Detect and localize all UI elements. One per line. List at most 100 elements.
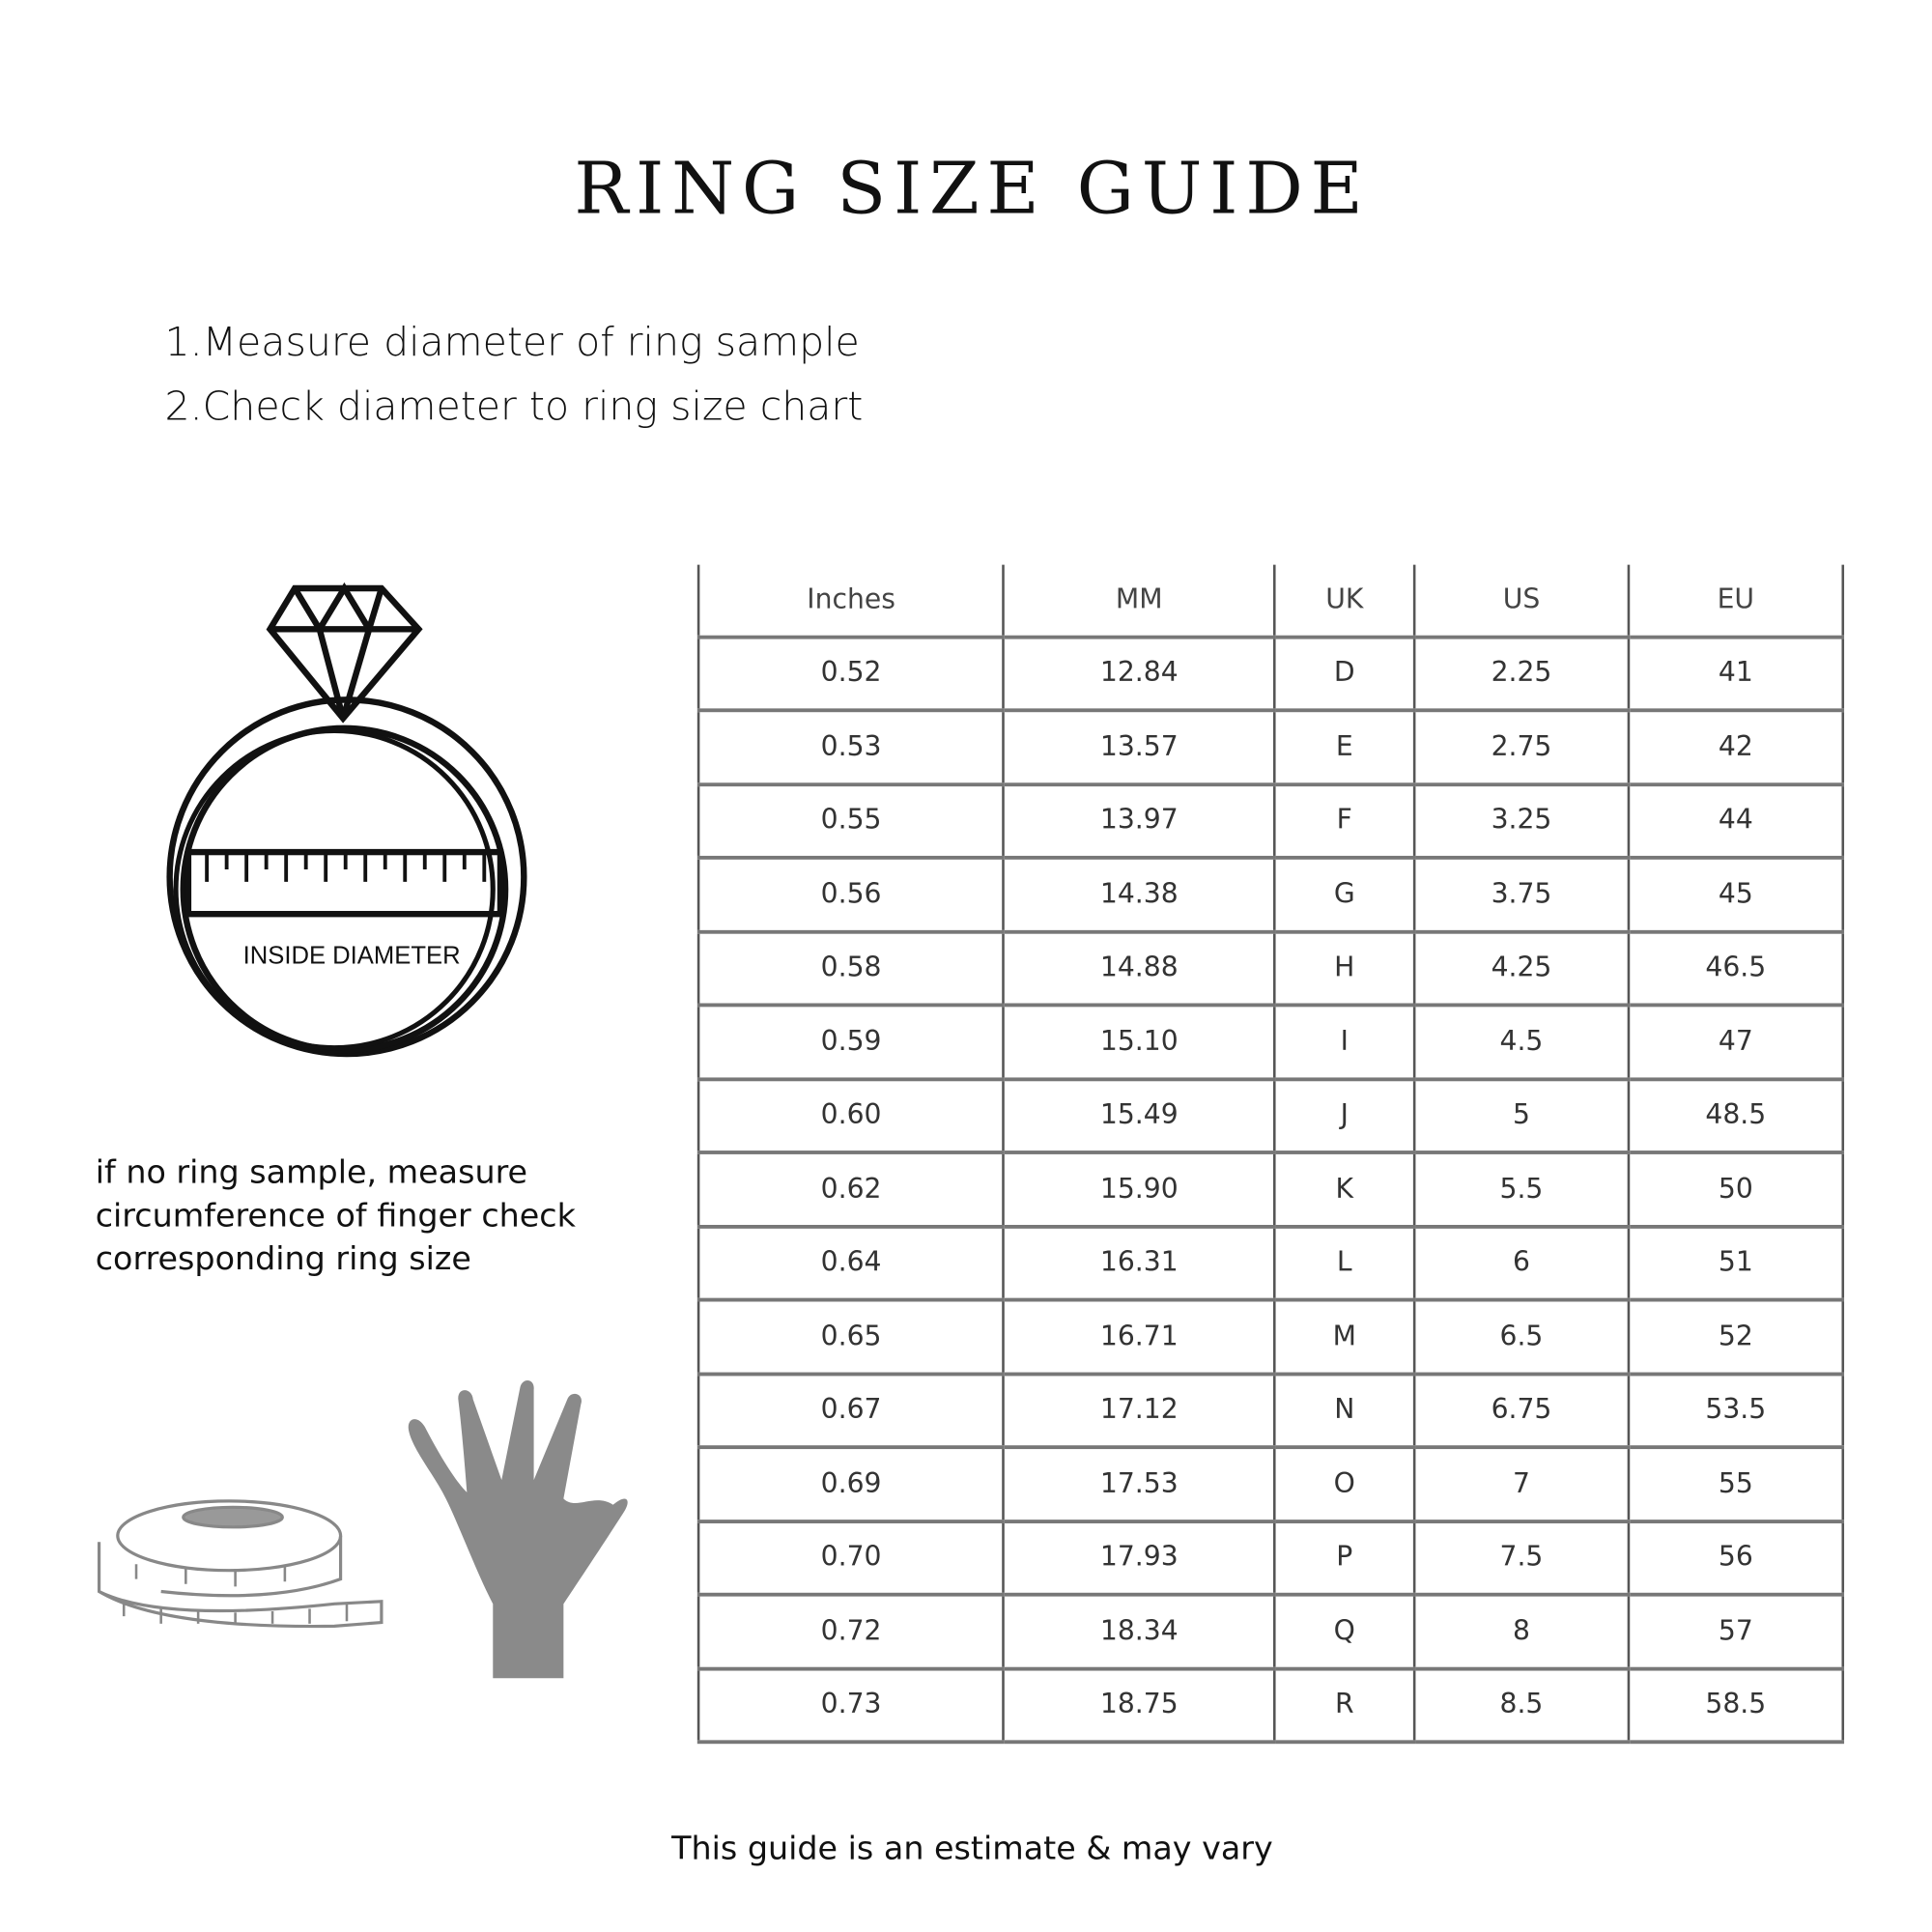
table-cell: 0.59 [696, 1005, 1006, 1081]
table-cell: 3.25 [1412, 783, 1631, 860]
table-cell: K [1273, 1151, 1416, 1229]
header-eu: EU [1627, 564, 1845, 639]
table-row: 0.60 15.49 J 5 48.5 [696, 1078, 1845, 1154]
diamond-ring-icon: INSIDE DIAMETER [166, 582, 527, 1058]
table-cell: 51 [1627, 1226, 1845, 1302]
table-cell: 46.5 [1627, 931, 1845, 1008]
hand-icon [408, 1379, 628, 1679]
table-cell: G [1273, 857, 1416, 934]
table-cell: J [1273, 1078, 1416, 1154]
table-cell: 57 [1627, 1594, 1845, 1670]
table-cell: 44 [1627, 783, 1845, 860]
table-cell: 16.31 [1002, 1226, 1276, 1302]
table-cell: 0.62 [696, 1151, 1006, 1229]
table-cell: 15.49 [1002, 1078, 1276, 1154]
table-row: 0.64 16.31 L 6 51 [696, 1226, 1845, 1302]
table-row: 0.56 14.38 G 3.75 45 [696, 857, 1845, 934]
table-cell: 0.69 [696, 1447, 1006, 1523]
alt-line-2: circumference of finger check [95, 1197, 576, 1236]
table-cell: 15.10 [1002, 1005, 1276, 1081]
table-cell: O [1273, 1447, 1416, 1523]
table-cell: 42 [1627, 710, 1845, 786]
table-cell: 0.70 [696, 1520, 1006, 1597]
table-cell: 5.5 [1412, 1151, 1631, 1229]
table-row: 0.62 15.90 K 5.5 50 [696, 1151, 1845, 1229]
table-cell: 0.52 [696, 636, 1006, 713]
table-cell: 2.25 [1412, 636, 1631, 713]
table-cell: 0.56 [696, 857, 1006, 934]
step-1: 1.Measure diameter of ring sample [164, 318, 860, 366]
measuring-tape-icon [97, 1499, 384, 1629]
table-cell: 52 [1627, 1299, 1845, 1376]
table-cell: 0.58 [696, 931, 1006, 1008]
table-row: 0.52 12.84 D 2.25 41 [696, 636, 1845, 713]
table-cell: 14.88 [1002, 931, 1276, 1008]
table-row: 0.72 18.34 Q 8 57 [696, 1594, 1845, 1670]
table-cell: 47 [1627, 1005, 1845, 1081]
table-cell: 6.5 [1412, 1299, 1631, 1376]
table-cell: 13.97 [1002, 783, 1276, 860]
table-cell: 56 [1627, 1520, 1845, 1597]
header-us: US [1412, 564, 1631, 639]
table-cell: 0.55 [696, 783, 1006, 860]
table-cell: 12.84 [1002, 636, 1276, 713]
table-cell: 5 [1412, 1078, 1631, 1154]
table-cell: 18.75 [1002, 1667, 1276, 1745]
table-cell: L [1273, 1226, 1416, 1302]
table-row: 0.69 17.53 O 7 55 [696, 1447, 1845, 1523]
table-cell: 0.73 [696, 1667, 1006, 1745]
table-cell: R [1273, 1667, 1416, 1745]
table-cell: 45 [1627, 857, 1845, 934]
table-cell: 17.93 [1002, 1520, 1276, 1597]
table-cell: 4.25 [1412, 931, 1631, 1008]
table-cell: E [1273, 710, 1416, 786]
table-cell: 0.65 [696, 1299, 1006, 1376]
table-cell: 0.53 [696, 710, 1006, 786]
disclaimer: This guide is an estimate & may vary [671, 1830, 1273, 1868]
table-cell: 2.75 [1412, 710, 1631, 786]
table-row: 0.55 13.97 F 3.25 44 [696, 783, 1845, 860]
diagram-label: INSIDE DIAMETER [243, 942, 461, 969]
table-cell: 41 [1627, 636, 1845, 713]
table-cell: 7.5 [1412, 1520, 1631, 1597]
alt-line-3: corresponding ring size [95, 1240, 471, 1279]
table-cell: 58.5 [1627, 1667, 1845, 1745]
table-cell: 0.67 [696, 1373, 1006, 1450]
ring-size-table: Inches MM UK US EU 0.52 12.84 D 2.25 41 0.53 1… [696, 564, 1845, 1745]
table-cell: 50 [1627, 1151, 1845, 1229]
table-cell: 0.64 [696, 1226, 1006, 1302]
table-cell: N [1273, 1373, 1416, 1450]
table-cell: 15.90 [1002, 1151, 1276, 1229]
table-cell: 17.53 [1002, 1447, 1276, 1523]
table-cell: Q [1273, 1594, 1416, 1670]
step-2: 2.Check diameter to ring size chart [164, 383, 864, 430]
header-inches: Inches [696, 564, 1006, 639]
table-row: 0.67 17.12 N 6.75 53.5 [696, 1373, 1845, 1450]
table-cell: 6 [1412, 1226, 1631, 1302]
table-row: 0.73 18.75 R 8.5 58.5 [696, 1667, 1845, 1745]
table-cell: 53.5 [1627, 1373, 1845, 1450]
table-cell: P [1273, 1520, 1416, 1597]
table-cell: 0.60 [696, 1078, 1006, 1154]
table-cell: 3.75 [1412, 857, 1631, 934]
table-cell: 13.57 [1002, 710, 1276, 786]
table-cell: 8 [1412, 1594, 1631, 1670]
alt-line-1: if no ring sample, measure [95, 1153, 528, 1192]
page-title: RING SIZE GUIDE [574, 146, 1371, 231]
table-cell: D [1273, 636, 1416, 713]
table-cell: 4.5 [1412, 1005, 1631, 1081]
table-cell: 7 [1412, 1447, 1631, 1523]
table-cell: 0.72 [696, 1594, 1006, 1670]
alternative-instructions: if no ring sample, measure circumference… [96, 1151, 576, 1282]
table-cell: 17.12 [1002, 1373, 1276, 1450]
table-header: Inches MM UK US EU [696, 564, 1845, 639]
table-cell: 6.75 [1412, 1373, 1631, 1450]
table-row: 0.65 16.71 M 6.5 52 [696, 1299, 1845, 1376]
table-cell: 14.38 [1002, 857, 1276, 934]
table-row: 0.70 17.93 P 7.5 56 [696, 1520, 1845, 1597]
table-row: 0.58 14.88 H 4.25 46.5 [696, 931, 1845, 1008]
table-cell: 48.5 [1627, 1078, 1845, 1154]
table-cell: M [1273, 1299, 1416, 1376]
table-cell: 16.71 [1002, 1299, 1276, 1376]
